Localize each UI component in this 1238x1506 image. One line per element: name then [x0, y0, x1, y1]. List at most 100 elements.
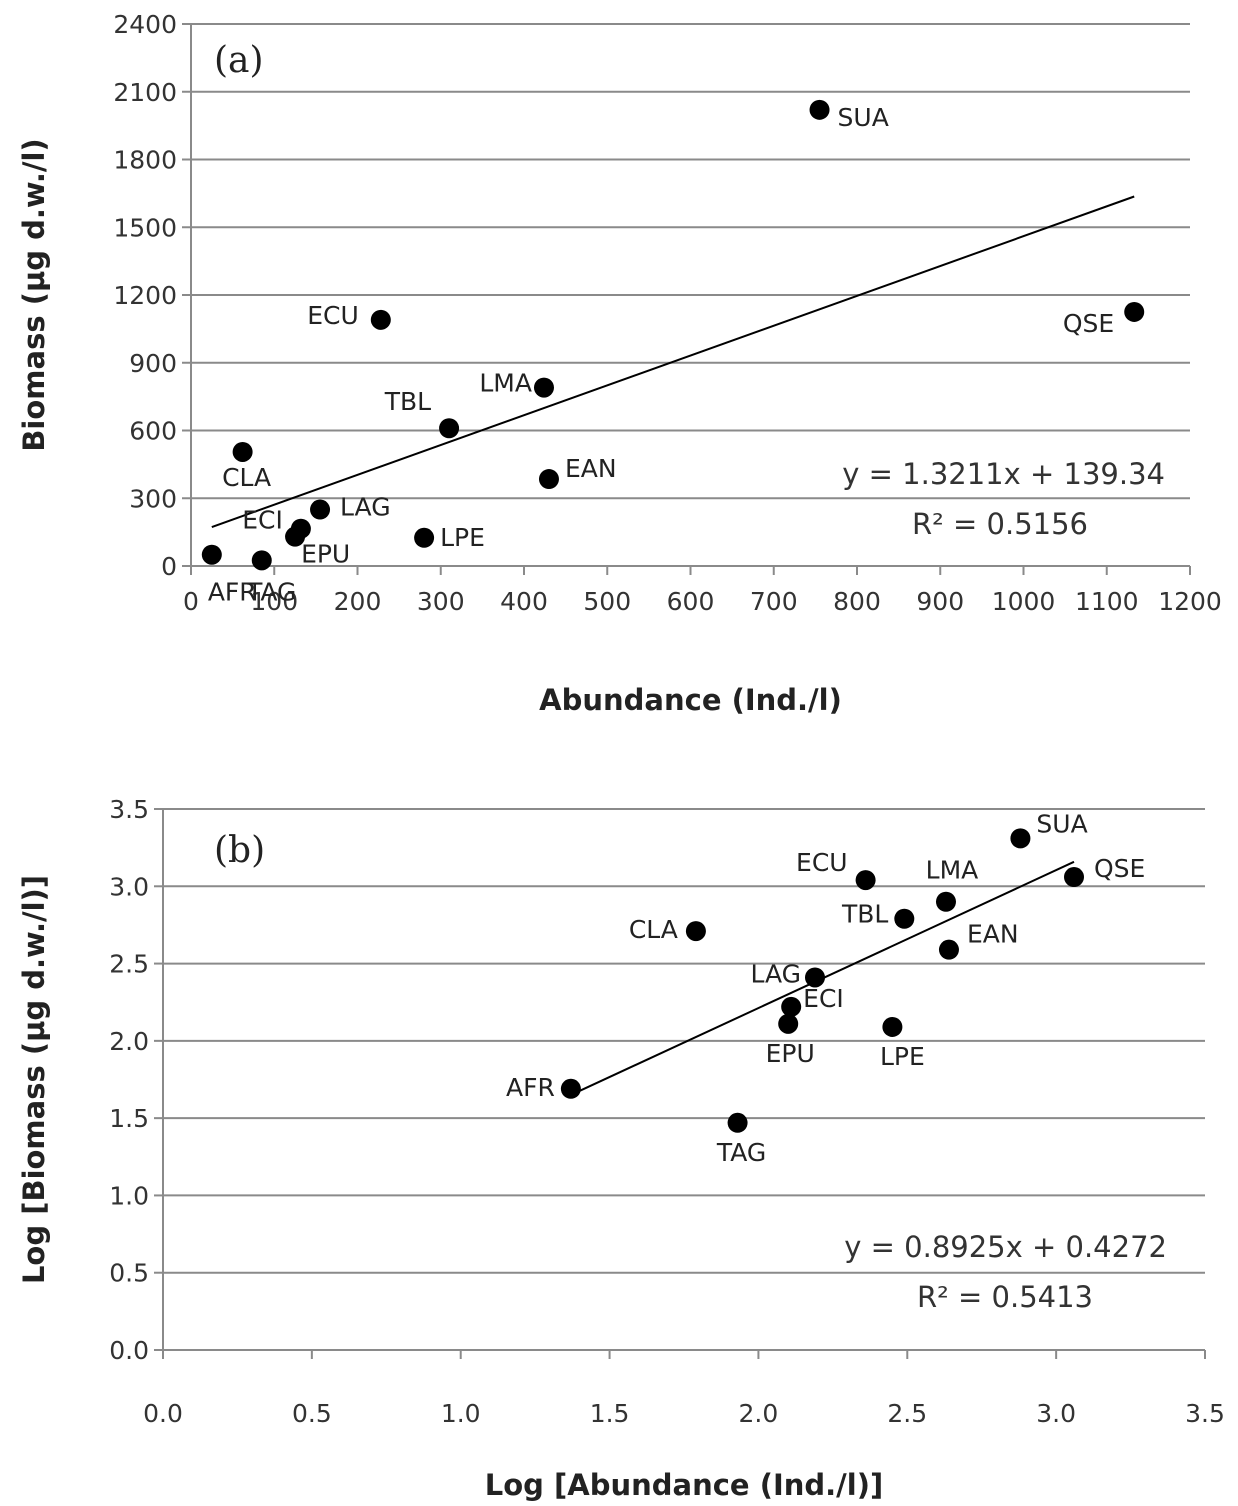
point-label-lag: LAG — [750, 959, 801, 988]
point-label-epu: EPU — [301, 540, 350, 569]
y-tick-label: 1.0 — [109, 1181, 149, 1210]
point-label-lma: LMA — [926, 856, 979, 885]
data-point-lma — [533, 377, 554, 398]
y-tick-label: 600 — [129, 417, 177, 446]
y-tick-label: 300 — [129, 484, 177, 513]
x-tick-label: 400 — [500, 587, 548, 616]
x-tick-label: 700 — [750, 587, 798, 616]
data-point-cla — [685, 921, 706, 942]
point-label-ean: EAN — [565, 454, 617, 483]
trend-equation: y = 1.3211x + 139.34 — [842, 457, 1165, 491]
x-tick-label: 100 — [250, 587, 298, 616]
x-tick-label: 0.5 — [292, 1399, 332, 1428]
x-tick-label: 800 — [833, 587, 881, 616]
point-label-epu: EPU — [766, 1039, 815, 1068]
x-tick-label: 1.5 — [590, 1399, 630, 1428]
data-point-afr — [201, 544, 222, 565]
x-tick-label: 2.0 — [739, 1399, 779, 1428]
x-tick-label: 500 — [583, 587, 631, 616]
x-tick-label: 1000 — [992, 587, 1056, 616]
data-point-lag — [310, 499, 331, 520]
point-label-tag: TAG — [246, 577, 296, 606]
data-point-ean — [538, 469, 559, 490]
y-tick-label: 1500 — [113, 213, 177, 242]
data-point-lpe — [882, 1016, 903, 1037]
y-tick-label: 3.5 — [109, 795, 149, 824]
data-point-epu — [778, 1013, 799, 1034]
point-label-ean: EAN — [967, 920, 1019, 949]
point-label-tbl: TBL — [841, 900, 888, 929]
x-axis-title: Abundance (Ind./l) — [539, 683, 842, 717]
data-point-sua — [809, 99, 830, 120]
trend-equation: y = 0.8925x + 0.4272 — [844, 1230, 1167, 1264]
y-tick-label: 3.0 — [109, 872, 149, 901]
point-label-lpe: LPE — [880, 1042, 925, 1071]
point-label-ecu: ECU — [307, 301, 359, 330]
x-tick-label: 2.5 — [887, 1399, 927, 1428]
y-tick-label: 2100 — [113, 78, 177, 107]
data-point-sua — [1010, 828, 1031, 849]
data-point-eci — [781, 996, 802, 1017]
y-tick-label: 1200 — [113, 281, 177, 310]
panel-b: 0.0 0.5 1.0 1.5 2.0 2.5 3.0 3.5 0.0 0.5 1.0 1.5 2.0 2… — [17, 795, 1225, 1502]
panel-label: (b) — [214, 830, 265, 871]
point-label-tbl: TBL — [384, 387, 431, 416]
panel-label: (a) — [214, 40, 264, 81]
y-tick-label: 900 — [129, 349, 177, 378]
x-tick-label: 200 — [334, 587, 382, 616]
data-point-lpe — [414, 527, 435, 548]
x-tick-label: 1.0 — [441, 1399, 481, 1428]
r-squared: R² = 0.5413 — [917, 1280, 1093, 1314]
y-tick-label: 2.5 — [109, 950, 149, 979]
point-label-sua: SUA — [1036, 809, 1087, 838]
point-label-afr: AFR — [208, 578, 257, 607]
point-label-cla: CLA — [222, 463, 271, 492]
point-label-lpe: LPE — [440, 523, 485, 552]
data-point-tag — [251, 550, 272, 571]
data-point-tbl — [439, 418, 460, 439]
x-tick-label: 0 — [183, 587, 199, 616]
point-label-ecu: ECU — [796, 848, 848, 877]
y-tick-label: 0.0 — [109, 1336, 149, 1365]
panel-a: 0 300 600 900 1200 1500 1800 2100 2400 0 100 200 300… — [17, 10, 1222, 717]
point-label-lag: LAG — [340, 493, 391, 522]
y-tick-label: 0 — [161, 552, 177, 581]
data-point-qse — [1124, 301, 1145, 322]
y-tick-label: 1.5 — [109, 1104, 149, 1133]
y-tick-label: 2.0 — [109, 1027, 149, 1056]
x-tick-label: 0.0 — [143, 1399, 183, 1428]
data-point-lag — [804, 967, 825, 988]
y-tick-label: 2400 — [113, 10, 177, 39]
x-tick-label: 1200 — [1158, 587, 1222, 616]
data-point-tag — [727, 1112, 748, 1133]
y-tick-label: 0.5 — [109, 1259, 149, 1288]
data-point-ecu — [370, 309, 391, 330]
data-point-tbl — [894, 908, 915, 929]
data-point-afr — [560, 1078, 581, 1099]
point-label-cla: CLA — [629, 915, 678, 944]
data-point-lma — [935, 891, 956, 912]
x-tick-label: 900 — [916, 587, 964, 616]
point-label-eci: ECI — [803, 984, 844, 1013]
y-tick-label: 1800 — [113, 146, 177, 175]
data-point-qse — [1064, 867, 1085, 888]
data-point-epu — [285, 526, 306, 547]
point-label-qse: QSE — [1094, 854, 1145, 883]
x-tick-label: 3.0 — [1036, 1399, 1076, 1428]
data-point-ean — [938, 939, 959, 960]
data-point-ecu — [855, 870, 876, 891]
data-point-cla — [232, 441, 253, 462]
point-label-qse: QSE — [1063, 309, 1114, 338]
x-tick-label: 1100 — [1075, 587, 1139, 616]
point-label-eci: ECI — [242, 506, 283, 535]
point-label-sua: SUA — [838, 103, 889, 132]
point-label-tag: TAG — [716, 1138, 766, 1167]
x-tick-label: 3.5 — [1185, 1399, 1225, 1428]
point-label-lma: LMA — [479, 369, 532, 398]
x-axis-title: Log [Abundance (Ind./l)] — [485, 1468, 883, 1502]
point-label-afr: AFR — [506, 1073, 555, 1102]
trendline — [211, 195, 1135, 529]
r-squared: R² = 0.5156 — [912, 507, 1088, 541]
y-axis-title: Biomass (µg d.w./l) — [17, 138, 51, 451]
